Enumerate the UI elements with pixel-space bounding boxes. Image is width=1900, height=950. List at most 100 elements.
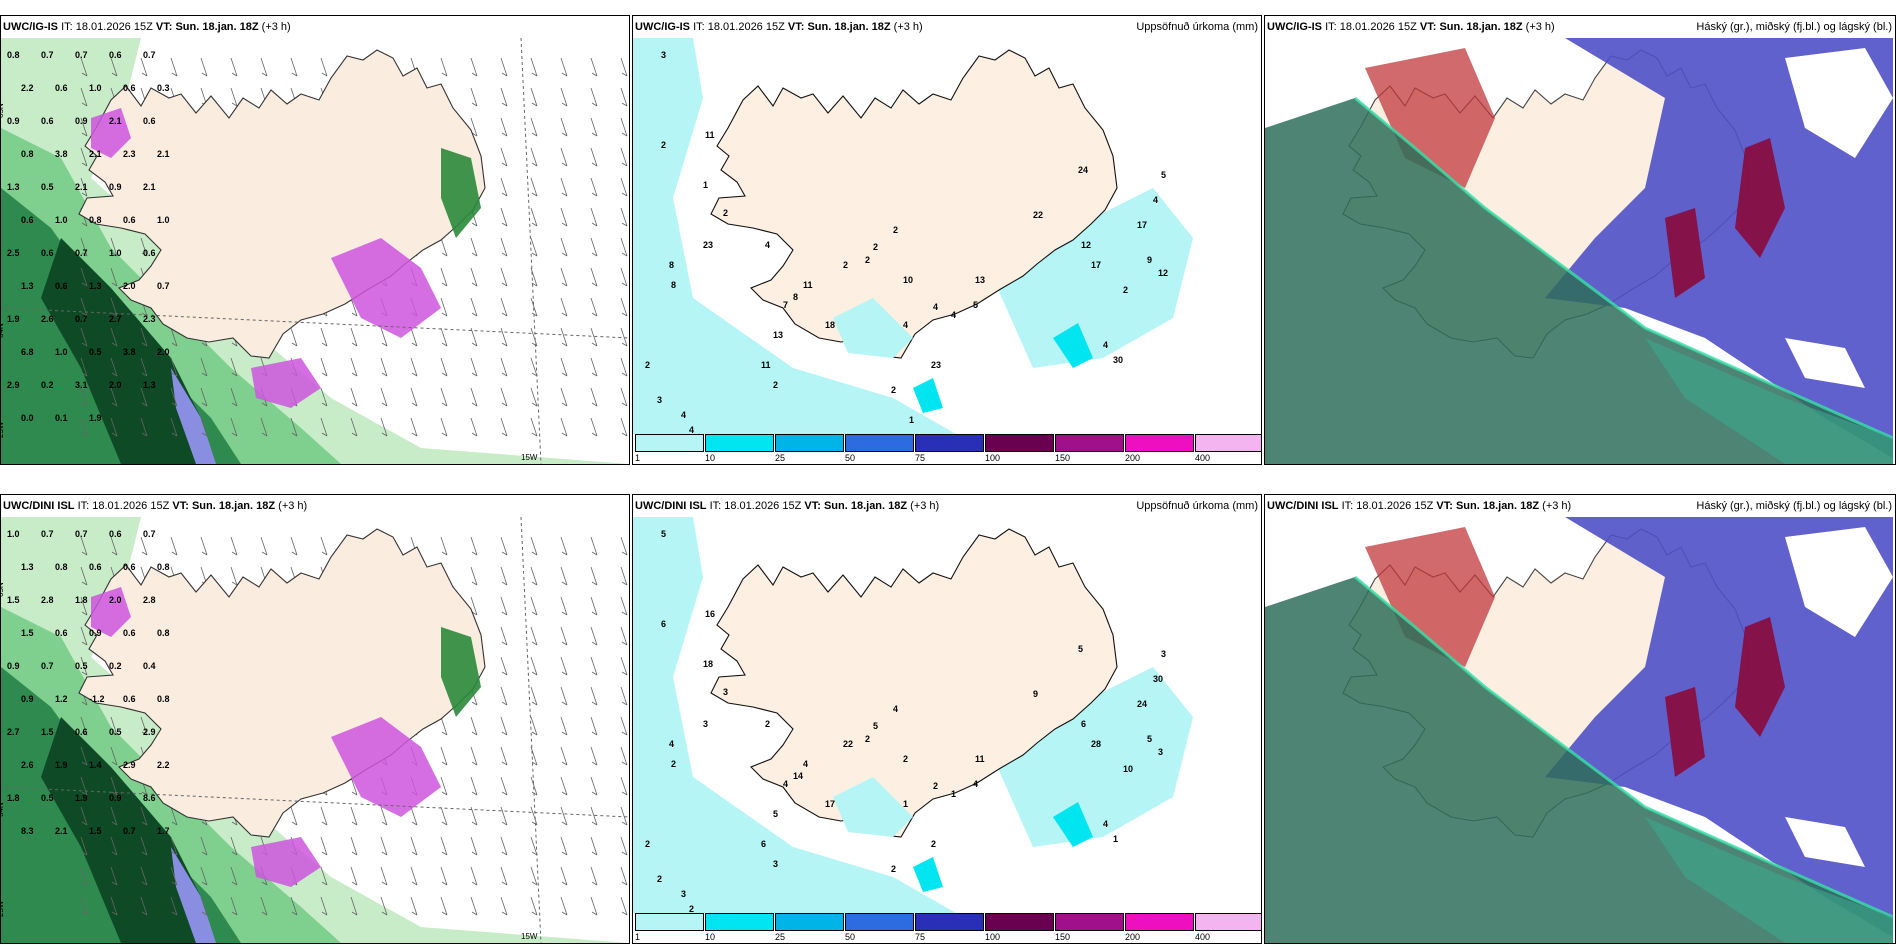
wind-barb — [410, 806, 418, 826]
wind-barb — [80, 776, 88, 796]
wind-barb — [620, 327, 628, 347]
wind-value-label: 8.3 — [21, 826, 34, 836]
wind-barb — [110, 746, 118, 766]
wind-barb — [560, 387, 568, 407]
wind-barb — [440, 417, 448, 437]
wind-barb — [140, 536, 148, 556]
precip-blob — [251, 358, 321, 408]
wind-value-label: 2.2 — [21, 83, 34, 93]
wind-barb — [350, 836, 358, 856]
wind-barb — [620, 297, 628, 317]
wind-barb — [620, 117, 628, 137]
wind-barb — [590, 596, 598, 616]
precip-value-label: 4 — [669, 739, 674, 749]
wind-value-label: 2.9 — [123, 760, 136, 770]
wind-value-label: 1.0 — [55, 347, 68, 357]
wind-barb — [560, 566, 568, 586]
wind-barb — [170, 836, 178, 856]
wind-map-svg: 65N 64N 25W 15W 1.0 0.7 0.7 0.6 0.7 1.3 0.8 0.6 0.6 0… — [1, 517, 629, 943]
wind-barb — [530, 596, 538, 616]
wind-barb — [470, 87, 478, 107]
wind-field-core — [41, 717, 211, 943]
wind-value-label: 0.2 — [109, 661, 122, 671]
wind-barb — [350, 776, 358, 796]
parallel-line — [1, 307, 629, 339]
wind-barb — [110, 387, 118, 407]
wind-barb — [290, 57, 298, 77]
high-cloud-field — [1665, 208, 1705, 298]
wind-barb — [500, 357, 508, 377]
vt-label: VT: — [787, 21, 805, 33]
precip-value-label: 13 — [975, 275, 985, 285]
wind-barb — [200, 536, 208, 556]
wind-barb — [440, 387, 448, 407]
wind-barb — [560, 776, 568, 796]
panel-header: UWC/IG-IS IT: 18.01.2026 15Z VT: Sun. 18… — [633, 16, 1261, 38]
wind-barb — [320, 536, 328, 556]
precip-value-label: 14 — [793, 771, 803, 781]
wind-barb — [290, 417, 298, 437]
wind-value-label: 1.3 — [21, 281, 34, 291]
precip-blob — [91, 108, 131, 158]
precip-value-label: 2 — [645, 360, 650, 370]
wind-barb — [200, 896, 208, 916]
wind-barb — [200, 836, 208, 856]
wind-barb — [620, 656, 628, 676]
wind-barb — [590, 297, 598, 317]
cloud-map-svg — [1265, 38, 1893, 464]
wind-barb — [500, 237, 508, 257]
precip-value-label: 10 — [903, 275, 913, 285]
precip-value-label: 2 — [661, 140, 666, 150]
wind-barb — [440, 716, 448, 736]
wind-value-label: 0.5 — [41, 182, 54, 192]
wind-barb — [80, 327, 88, 347]
wind-field-east — [441, 148, 481, 238]
wind-value-label: 1.0 — [55, 215, 68, 225]
wind-barb — [110, 417, 118, 437]
wind-value-label: 0.1 — [55, 413, 68, 423]
colorbar-tick-label: 100 — [985, 453, 1001, 463]
wind-value-label: 1.5 — [89, 826, 102, 836]
wind-barb — [80, 177, 88, 197]
precip-value-label: 13 — [773, 330, 783, 340]
wind-barb — [530, 656, 538, 676]
precip-value-label: 5 — [773, 809, 778, 819]
wind-barb — [590, 536, 598, 556]
precip-value-label: 6 — [1081, 719, 1086, 729]
wind-barb — [230, 57, 238, 77]
wind-barb — [590, 87, 598, 107]
wind-barb — [500, 866, 508, 886]
wind-barb — [230, 836, 238, 856]
vt-value: Sun. 18.jan. 18Z — [1455, 500, 1540, 512]
wind-barb — [560, 596, 568, 616]
colorbar-cell — [985, 434, 1054, 452]
wind-barb — [530, 237, 538, 257]
wind-barb — [500, 656, 508, 676]
precip-value-label: 10 — [1123, 764, 1133, 774]
wind-barb — [200, 357, 208, 377]
wind-barb — [80, 896, 88, 916]
wind-barb — [500, 716, 508, 736]
colorbar-cell — [1055, 913, 1124, 931]
longitude-label: 15W — [521, 453, 538, 462]
iceland-coastline — [710, 528, 1118, 838]
wind-barb — [440, 896, 448, 916]
vt-value: Sun. 18.jan. 18Z — [191, 500, 276, 512]
wind-value-label: 0.7 — [143, 50, 156, 60]
wind-value-label: 0.8 — [7, 50, 20, 60]
wind-value-label: 2.1 — [89, 149, 102, 159]
wind-barb — [590, 566, 598, 586]
precip-value-label: 4 — [893, 704, 898, 714]
wind-barb — [380, 896, 388, 916]
wind-value-label: 0.7 — [123, 826, 136, 836]
wind-barb — [110, 716, 118, 736]
wind-barb — [380, 327, 388, 347]
wind-barb — [80, 536, 88, 556]
wind-value-label: 0.6 — [21, 215, 34, 225]
wind-barb — [470, 566, 478, 586]
wind-barb — [620, 387, 628, 407]
wind-barb — [140, 896, 148, 916]
precip-value-label: 2 — [891, 385, 896, 395]
wind-barb — [440, 536, 448, 556]
wind-barb — [350, 866, 358, 886]
